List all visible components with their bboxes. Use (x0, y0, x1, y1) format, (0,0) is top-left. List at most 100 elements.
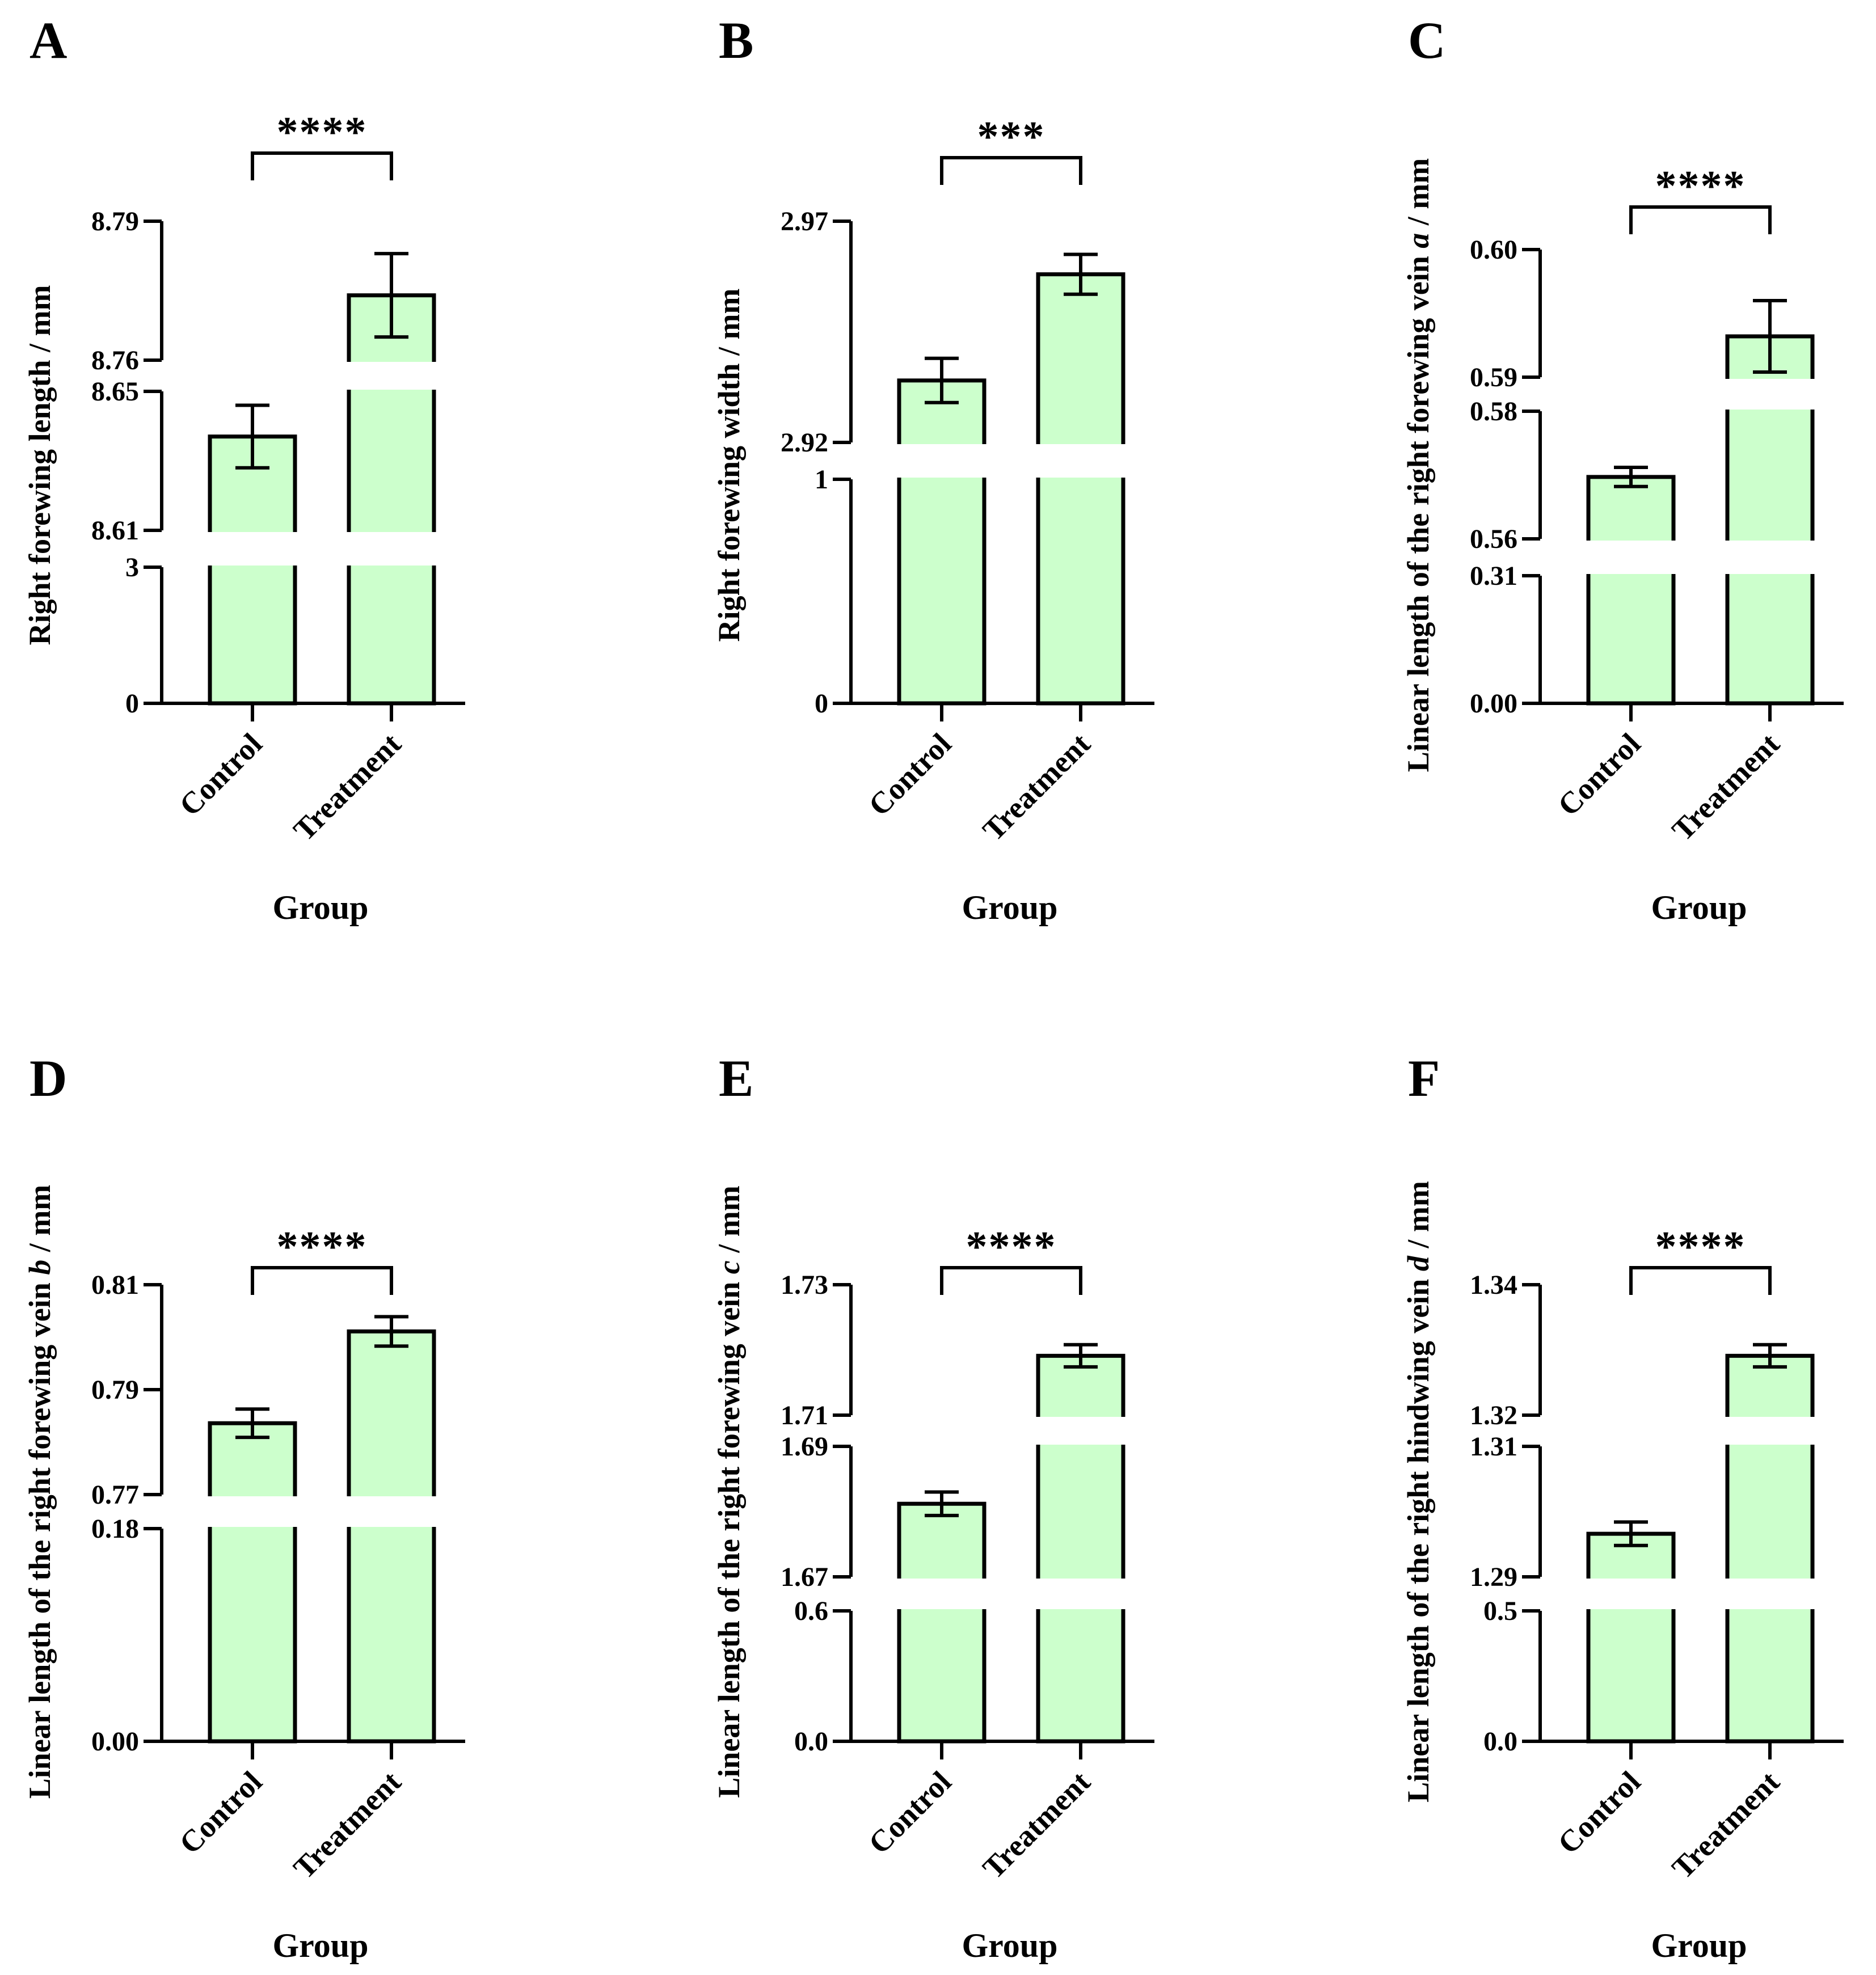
y-axis-title: Right forewing width / mm (712, 288, 746, 642)
axis-break-gap-2 (1563, 1417, 1858, 1445)
x-tick-label-treatment: Treatment (1666, 1765, 1786, 1885)
y-axis-title-variable: d (1401, 1255, 1435, 1271)
y-tick-label-1.67: 1.67 (781, 1562, 828, 1592)
y-tick-label-1.69: 1.69 (781, 1432, 828, 1462)
panel-letter-a: A (29, 11, 67, 69)
y-axis-title-variable: c (712, 1260, 746, 1274)
x-axis-title: Group (962, 1927, 1058, 1964)
y-tick-label-2.97: 2.97 (781, 206, 828, 237)
y-axis-title-part: / mm (23, 1185, 57, 1260)
panel-f: F 0.0 0.5 1.29 1.311.32 1.34 Control Treatment G… (1401, 1049, 1858, 1964)
significance-bracket (940, 1266, 1082, 1295)
y-axis-title: Linear length of the right forewing vein… (23, 1185, 57, 1799)
error-bar-control (1614, 466, 1648, 488)
y-tick-label-0.77: 0.77 (91, 1480, 139, 1510)
x-axis-title: Group (273, 1927, 369, 1964)
y-tick-label-8.65: 8.65 (91, 377, 139, 407)
y-tick-label-1.32: 1.32 (1470, 1400, 1517, 1430)
bar-control (897, 378, 987, 706)
error-bar-treatment (1064, 1343, 1098, 1369)
y-tick-label-2.92: 2.92 (781, 428, 828, 458)
x-tick-label-control: Control (862, 727, 958, 822)
y-tick-label-1.34: 1.34 (1470, 1270, 1517, 1300)
panel-letter-f: F (1408, 1049, 1440, 1107)
x-tick-label-treatment: Treatment (976, 1765, 1097, 1885)
significance-bracket (251, 1266, 393, 1295)
error-bar-control (1614, 1520, 1648, 1547)
y-axis-title: Linear length of the right forewing vein… (1401, 158, 1435, 772)
y-tick-label-3: 3 (125, 552, 139, 583)
y-axis-title-variable: b (23, 1260, 57, 1275)
y-axis-title: Right forewing length / mm (23, 285, 57, 645)
y-tick-label-0.58: 0.58 (1470, 396, 1517, 427)
bar-treatment (1036, 272, 1125, 706)
y-axis-title-part: Linear length of the right forewing vein (712, 1274, 746, 1797)
error-bar-treatment (1753, 1343, 1787, 1369)
y-tick-label-0.18: 0.18 (91, 1514, 139, 1544)
axis-break-gap-1 (874, 1579, 1169, 1609)
y-tick-label-1.31: 1.31 (1470, 1432, 1517, 1462)
y-tick-label-0.59: 0.59 (1470, 362, 1517, 393)
bar-treatment (1036, 1353, 1125, 1744)
y-axis-title: Linear length of the right forewing vein… (712, 1185, 746, 1797)
panel-e: E 0.0 0.6 1.67 1.691.71 1.73 Control Treatment G… (712, 1049, 1169, 1964)
error-bar-control (235, 1407, 269, 1440)
y-tick-label-0.6: 0.6 (794, 1596, 828, 1626)
y-tick-label-0.00: 0.00 (1470, 689, 1517, 719)
y-tick-label-0.60: 0.60 (1470, 235, 1517, 265)
significance-label: *** (977, 113, 1045, 161)
x-tick-label-control: Control (862, 1765, 958, 1860)
error-bar-control (925, 1490, 959, 1517)
bar-control (897, 1501, 987, 1744)
axis-break-gap-2 (184, 362, 479, 390)
y-tick-label-0.0: 0.0 (794, 1727, 828, 1757)
error-bar-treatment (1753, 299, 1787, 374)
error-bar-control (925, 356, 959, 404)
significance-label: **** (1655, 162, 1746, 210)
y-tick-label-1.71: 1.71 (781, 1400, 828, 1430)
x-tick-label-control: Control (172, 1765, 268, 1860)
significance-label: **** (277, 1223, 368, 1271)
y-axis-title-part: / mm (1401, 1181, 1435, 1256)
panel-c: C 0.00 0.31 0.56 0.580.59 0.60 Control Treatmen… (1401, 11, 1858, 926)
y-tick-label-1.73: 1.73 (781, 1270, 828, 1300)
y-axis-title-part: Linear length of the right forewing vein (23, 1275, 57, 1799)
axis-break-gap-1 (184, 1496, 479, 1527)
x-axis-title: Group (1651, 1927, 1747, 1964)
bar-control (208, 1421, 297, 1744)
y-tick-label-8.61: 8.61 (91, 516, 139, 546)
y-axis-title: Linear length of the right hindwing vein… (1401, 1181, 1435, 1803)
significance-bracket (1629, 1266, 1772, 1295)
y-tick-label-0: 0 (815, 689, 828, 719)
panel-a: A 0 3 8.61 8.658.76 8.79 Control Treatment Group… (23, 11, 479, 926)
axis-break-gap-1 (874, 444, 1169, 478)
bar-control (1586, 1531, 1676, 1744)
bar-treatment (347, 1329, 436, 1744)
panel-d: D 0.00 0.18 0.77 0.79 0.81 Control Treatment Gro… (23, 1049, 479, 1964)
y-tick-label-0.81: 0.81 (91, 1270, 139, 1300)
y-tick-label-0.79: 0.79 (91, 1375, 139, 1405)
y-tick-label-8.76: 8.76 (91, 345, 139, 375)
significance-label: **** (277, 108, 368, 156)
y-tick-label-0.0: 0.0 (1483, 1727, 1517, 1757)
axis-break-gap-1 (1563, 1579, 1858, 1609)
axis-break-gap-1 (1563, 541, 1858, 574)
panel-letter-c: C (1408, 11, 1445, 69)
y-axis-title-part: Linear length of the right hindwing vein (1401, 1271, 1435, 1803)
bar-treatment (1725, 1353, 1815, 1744)
bar-control (1586, 475, 1676, 706)
bar-treatment (347, 293, 436, 706)
panel-letter-d: D (29, 1049, 67, 1107)
error-bar-treatment (1064, 252, 1098, 296)
significance-label: **** (966, 1223, 1057, 1271)
panel-letter-b: B (719, 11, 753, 69)
bar-control (208, 434, 297, 706)
x-tick-label-treatment: Treatment (1666, 727, 1786, 847)
x-tick-label-control: Control (1551, 1765, 1647, 1860)
error-bar-treatment (374, 252, 408, 339)
axis-break-gap-2 (1563, 379, 1858, 410)
x-tick-label-control: Control (1551, 727, 1647, 822)
y-tick-label-0.56: 0.56 (1470, 524, 1517, 554)
y-axis-title-part: / mm (1401, 158, 1435, 233)
